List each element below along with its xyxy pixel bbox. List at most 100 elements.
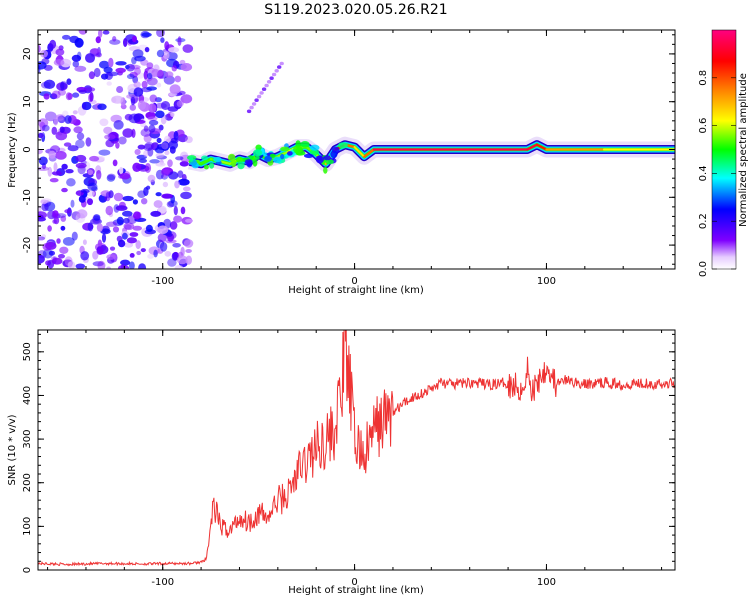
noise-blob <box>80 188 90 194</box>
noise-blob <box>141 80 148 89</box>
noise-blob <box>97 239 102 247</box>
noise-blob <box>38 44 41 54</box>
streak-blob <box>249 105 254 110</box>
y-tick-label: 300 <box>22 430 33 449</box>
signal-clump <box>280 146 290 152</box>
noise-blob <box>56 115 64 122</box>
noise-blob <box>78 195 86 203</box>
noise-blob <box>160 37 165 43</box>
noise-blob <box>168 171 179 180</box>
noise-blob <box>77 51 82 60</box>
signal-clump <box>252 158 258 167</box>
noise-blob <box>84 87 96 92</box>
noise-blob <box>141 198 148 205</box>
noise-blob <box>106 266 111 269</box>
noise-blob <box>75 263 86 269</box>
signal-clump <box>273 156 282 164</box>
noise-blob <box>164 250 172 257</box>
streak-blob <box>277 65 282 69</box>
noise-blob <box>95 36 102 44</box>
noise-blob <box>115 142 120 149</box>
noise-blob <box>132 199 138 205</box>
noise-blob <box>51 257 63 265</box>
noise-blob <box>55 48 65 56</box>
streak-blob <box>269 76 274 80</box>
noise-blob <box>38 254 45 264</box>
noise-blob <box>136 154 147 160</box>
signal-clump <box>293 145 303 154</box>
noise-blob <box>53 59 65 66</box>
noise-blob <box>64 209 72 214</box>
signal-clump <box>269 153 276 158</box>
noise-blob <box>105 139 115 148</box>
colorbar: 0.0 0.2 0.4 0.6 0.8 Normalized spectral ampl… <box>698 29 749 277</box>
noise-blob <box>162 181 169 188</box>
noise-blob <box>156 137 162 144</box>
noise-blob <box>80 251 90 261</box>
streak-blob <box>271 72 277 77</box>
noise-blob <box>106 81 112 86</box>
noise-blob <box>135 240 141 250</box>
noise-blob <box>133 87 144 97</box>
noise-blob <box>109 39 121 45</box>
noise-blob <box>56 238 61 244</box>
signal-clump <box>244 159 253 165</box>
noise-blob <box>182 186 191 192</box>
noise-blob <box>113 120 124 130</box>
noise-blob <box>53 117 59 126</box>
noise-blob <box>141 32 152 37</box>
noise-blob <box>143 143 153 152</box>
signal-clump <box>300 141 310 148</box>
noise-blob <box>87 222 94 232</box>
noise-blob <box>112 226 120 233</box>
y-tick-label: 500 <box>22 342 33 361</box>
noise-blob <box>75 154 87 163</box>
noise-blob <box>42 242 52 251</box>
noise-blob <box>113 192 124 202</box>
signal-clump <box>230 159 237 168</box>
noise-blob <box>129 104 136 111</box>
signal-clump <box>330 150 338 159</box>
noise-blob <box>133 81 141 88</box>
noise-blob <box>63 142 72 147</box>
noise-blob <box>49 93 58 100</box>
noise-blob <box>174 265 184 269</box>
noise-blob <box>164 41 170 51</box>
noise-blob <box>176 100 184 108</box>
noise-blob <box>78 30 88 35</box>
noise-blob <box>123 38 128 47</box>
snr-y-axis-label: SNR (10 * v/v) <box>7 414 18 485</box>
snr-x-ticks: -100 0 100 <box>47 330 663 588</box>
signal-clump <box>303 153 314 158</box>
noise-blob <box>97 260 106 269</box>
noise-blob <box>117 239 126 248</box>
noise-blob <box>168 140 179 150</box>
noise-blob <box>115 67 126 73</box>
x-tick-label: -100 <box>151 276 174 287</box>
noise-blob <box>98 30 103 38</box>
signal-clump <box>287 151 293 156</box>
noise-blob <box>38 156 48 166</box>
noise-blob <box>71 54 82 62</box>
noise-blob <box>124 64 130 70</box>
noise-blob <box>183 239 194 248</box>
noise-blob <box>153 249 158 258</box>
noise-blob <box>48 150 56 159</box>
noise-blob <box>61 187 68 193</box>
noise-blob <box>76 132 85 141</box>
noise-blob <box>67 92 73 100</box>
signal-clump <box>255 144 262 151</box>
noise-blob <box>57 115 66 124</box>
noise-blob <box>40 199 48 205</box>
signal-core-segment <box>535 143 548 151</box>
noise-blob <box>78 89 87 94</box>
noise-blob <box>150 210 162 217</box>
y-tick-label: -20 <box>22 237 33 253</box>
noise-blob <box>146 77 158 86</box>
streak-blob <box>264 83 269 88</box>
x-tick-label: 100 <box>537 276 556 287</box>
noise-blob <box>104 134 116 140</box>
noise-blob <box>38 216 46 222</box>
noise-blob <box>38 61 47 70</box>
streak-blob <box>256 94 262 99</box>
